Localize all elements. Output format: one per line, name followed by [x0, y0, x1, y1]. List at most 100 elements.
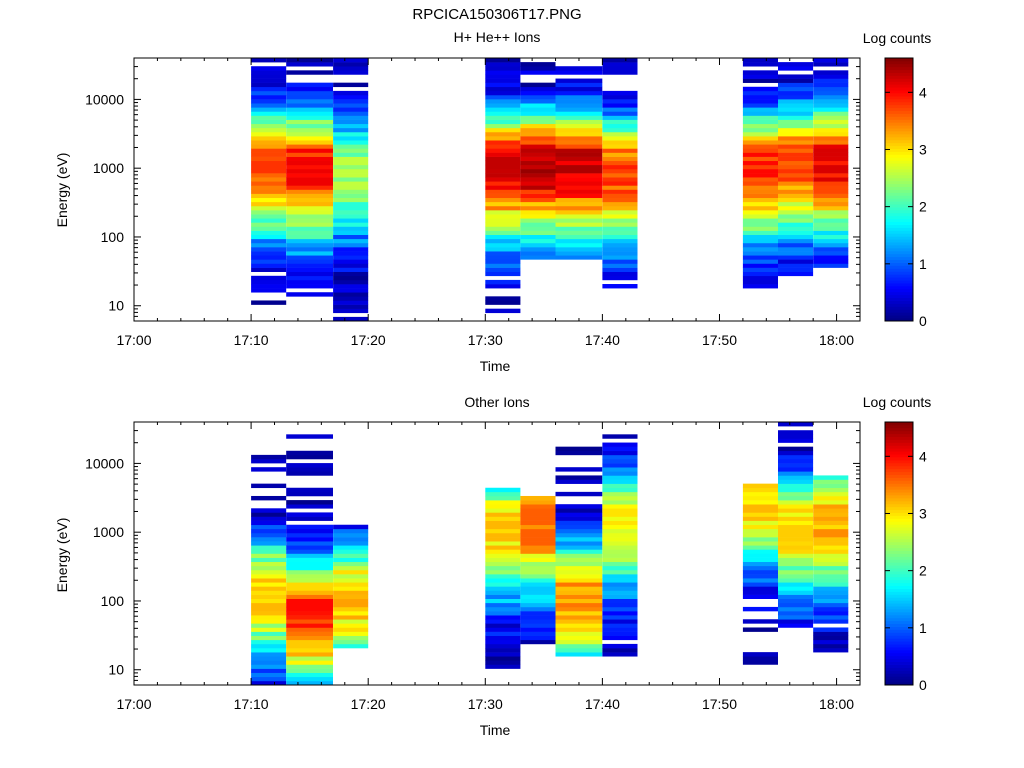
colorbar-segment	[885, 530, 913, 534]
spectrogram-cell	[251, 508, 287, 513]
spectrogram-cell	[602, 140, 638, 145]
spectrogram-cell	[778, 590, 814, 595]
colorbar-tick-label: 4	[919, 84, 927, 100]
spectrogram-cell	[520, 234, 556, 240]
spectrogram-cell	[602, 238, 638, 244]
spectrogram-cell	[286, 463, 333, 468]
spectrogram-cell	[813, 537, 849, 542]
colorbar-segment	[885, 283, 913, 287]
spectrogram-cell	[813, 569, 849, 575]
spectrogram-cell	[742, 594, 778, 599]
spectrogram-cell	[555, 177, 603, 182]
spectrogram-cell	[251, 107, 287, 112]
spectrogram-cell	[251, 173, 287, 178]
spectrogram-cell	[485, 238, 521, 244]
spectrogram-cell	[485, 218, 521, 223]
colorbar-segment	[885, 535, 913, 540]
spectrogram-cell	[251, 483, 287, 489]
spectrogram-cell	[333, 561, 369, 567]
spectrogram-cell	[602, 582, 638, 587]
colorbar-tick-label: 1	[919, 256, 927, 272]
spectrogram-cell	[742, 500, 778, 505]
spectrogram-cell	[602, 561, 638, 567]
x-tick-label: 18:00	[819, 696, 854, 712]
spectrogram-cell	[485, 131, 521, 137]
spectrogram-cell	[602, 214, 638, 219]
spectrogram-cell	[813, 94, 849, 100]
spectrogram-cell	[520, 173, 556, 178]
plot-frame	[133, 421, 861, 686]
spectrogram-cell	[485, 284, 521, 289]
spectrogram-cell	[520, 251, 556, 256]
spectrogram-cell	[485, 664, 521, 669]
spectrogram-cell	[813, 545, 849, 550]
spectrogram-cell	[555, 242, 603, 248]
spectrogram-cell	[555, 185, 603, 190]
spectrogram-cell	[333, 255, 369, 260]
spectrogram-cell	[778, 467, 814, 472]
spectrogram-cell	[602, 107, 638, 112]
spectrogram-cell	[555, 127, 603, 133]
spectrogram-cell	[485, 78, 521, 83]
spectrogram-cell	[813, 177, 849, 182]
spectrogram-cell	[485, 222, 521, 227]
spectrogram-cell	[485, 123, 521, 129]
spectrogram-cell	[602, 94, 638, 100]
colorbar-segment	[885, 90, 913, 94]
spectrogram-cell	[485, 308, 521, 314]
spectrogram-cell	[251, 86, 287, 92]
colorbar-segment	[885, 550, 913, 554]
spectrogram-cell	[251, 467, 287, 472]
spectrogram-cell	[333, 643, 369, 649]
spectrogram-cell	[485, 619, 521, 624]
spectrogram-cell	[333, 263, 369, 268]
spectrogram-cell	[251, 160, 287, 166]
spectrogram-cell	[778, 201, 814, 207]
spectrogram-cell	[251, 214, 287, 219]
colorbar-segment	[885, 515, 913, 519]
colorbar-segment	[885, 544, 913, 549]
spectrogram-cell	[520, 537, 556, 542]
spectrogram-cell	[742, 74, 778, 79]
spectrogram-cell	[251, 458, 287, 464]
spectrogram-cell	[555, 569, 603, 575]
spectrogram-cell	[251, 615, 287, 620]
spectrogram-cell	[520, 164, 556, 170]
spectrogram-cell	[778, 512, 814, 517]
spectrogram-cell	[742, 255, 778, 260]
spectrogram-cell	[555, 218, 603, 223]
spectrogram-cell	[286, 123, 333, 129]
spectrogram-cell	[742, 152, 778, 157]
spectrogram-cell	[555, 565, 603, 571]
colorbar-segment	[885, 547, 913, 551]
spectrogram-cell	[485, 594, 521, 599]
spectrogram-cell	[555, 119, 603, 125]
spectrogram-cell	[286, 189, 333, 194]
spectrogram-cell	[742, 222, 778, 227]
spectrogram-cell	[742, 230, 778, 235]
spectrogram-cell	[742, 185, 778, 190]
spectrogram-cell	[485, 173, 521, 178]
spectrogram-cell	[485, 148, 521, 153]
spectrogram-cell	[742, 483, 778, 489]
colorbar-segment	[885, 107, 913, 111]
spectrogram-cell	[742, 590, 778, 595]
spectrogram-cell	[333, 189, 369, 194]
spectrogram-cell	[555, 148, 603, 153]
colorbar: 0 1 2 3 4	[884, 57, 927, 329]
spectrogram-cell	[555, 590, 603, 595]
spectrogram-cell	[742, 284, 778, 289]
spectrogram-cell	[555, 66, 603, 71]
spectrogram-cell	[333, 205, 369, 211]
spectrogram-cell	[333, 308, 369, 314]
spectrogram-cell	[286, 107, 333, 112]
colorbar-segment	[885, 422, 913, 426]
spectrogram-cell	[742, 144, 778, 149]
spectrogram-cell	[555, 251, 603, 256]
spectrogram-cell	[555, 144, 603, 149]
spectrogram-cell	[286, 193, 333, 199]
spectrogram-cell	[813, 247, 849, 252]
spectrogram-cell	[520, 230, 556, 235]
spectrogram-cell	[555, 578, 603, 583]
spectrogram-cell	[813, 156, 849, 162]
